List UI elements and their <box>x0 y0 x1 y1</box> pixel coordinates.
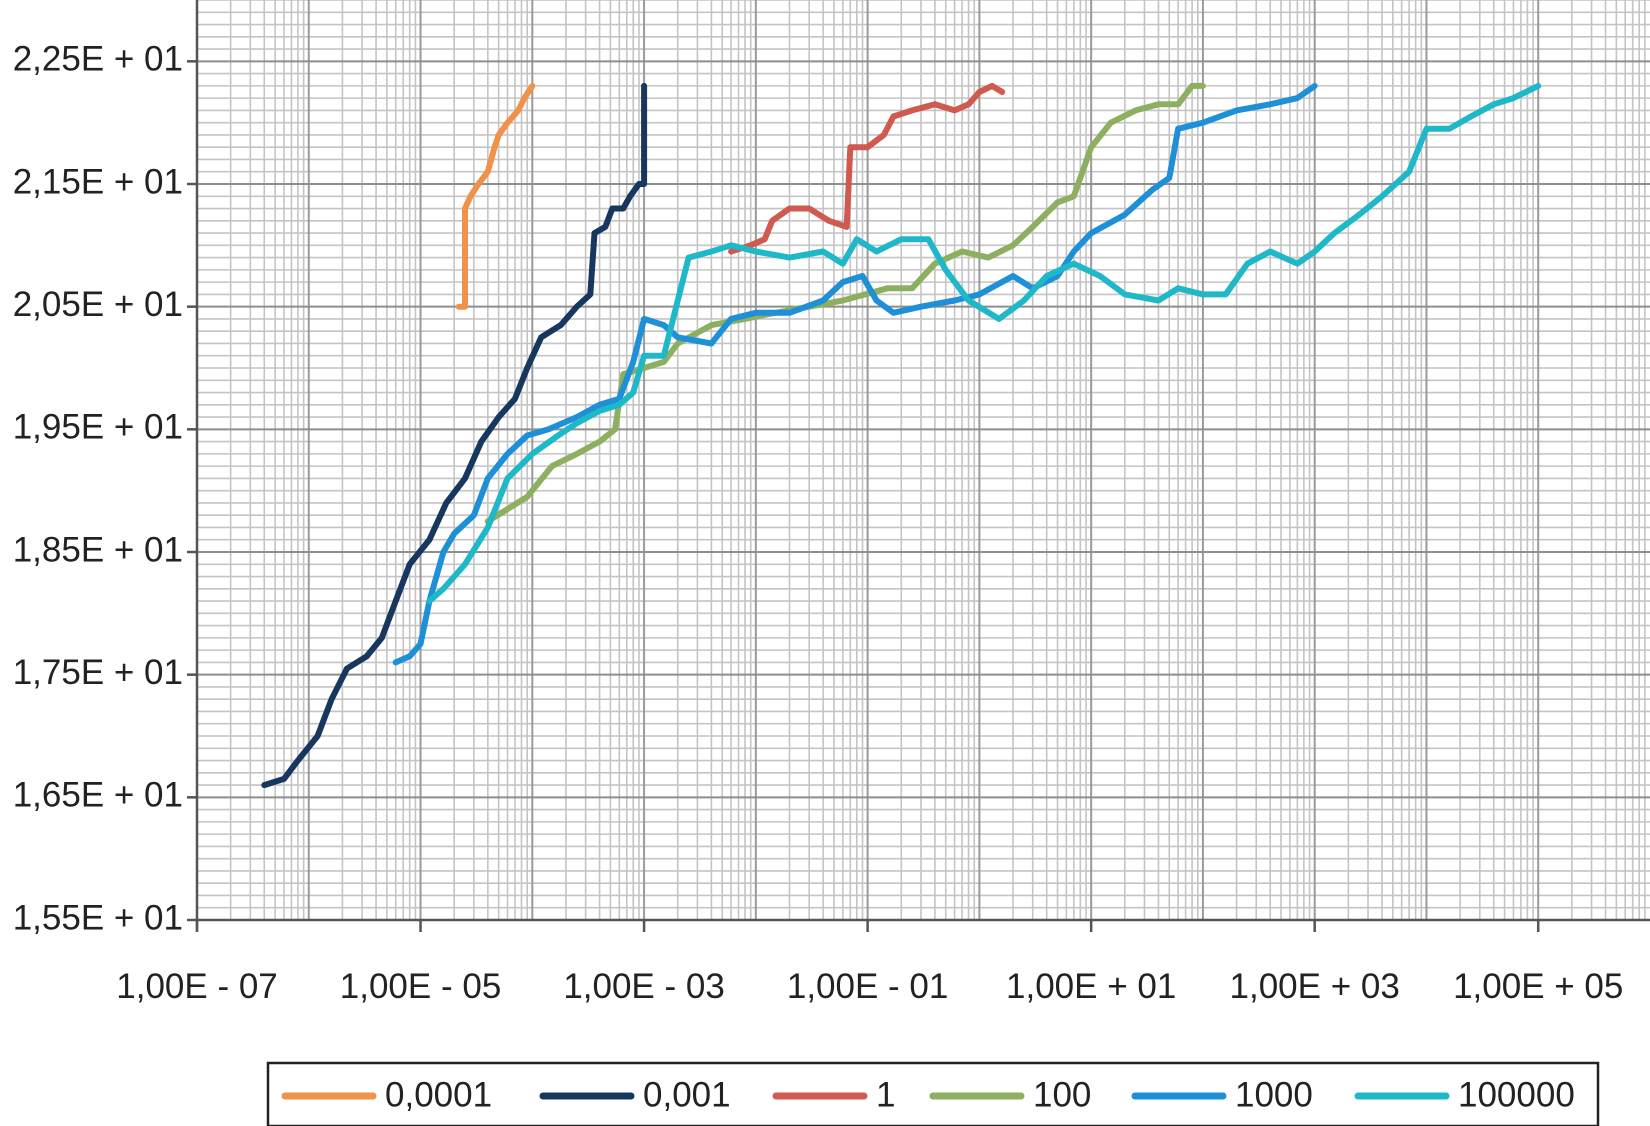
x-tick-label: 1,00E - 07 <box>116 967 278 1006</box>
y-tick-label: 1,65E + 01 <box>13 776 183 815</box>
legend-label: 1 <box>876 1075 895 1114</box>
series-line-0,001 <box>261 82 648 789</box>
x-tick-label: 1,00E - 01 <box>787 967 949 1006</box>
y-tick-label: 2,15E + 01 <box>13 162 183 201</box>
y-tick-label: 1,85E + 01 <box>13 530 183 569</box>
y-tick-label: 2,05E + 01 <box>13 285 183 324</box>
y-tick-label: 2,25E + 01 <box>13 40 183 79</box>
y-tick-label: 1,75E + 01 <box>13 653 183 692</box>
x-tick-label: 1,00E - 05 <box>340 967 502 1006</box>
x-axis-tick-labels: 1,00E - 07 1,00E - 05 1,00E - 03 1,00E - 01… <box>116 967 1623 1006</box>
major-gridlines <box>196 0 1650 921</box>
y-tick-label: 1,95E + 01 <box>13 408 183 447</box>
x-tick-label: 1,00E + 05 <box>1453 967 1623 1006</box>
x-tick-label: 1,00E + 03 <box>1230 967 1400 1006</box>
series-layer <box>261 82 1542 789</box>
legend-label: 0,001 <box>643 1075 731 1114</box>
x-tick-label: 1,00E - 03 <box>563 967 725 1006</box>
series-line-100000 <box>426 82 1542 605</box>
legend-items: 0,0001 0,001 1 100 1000 100000 <box>281 1075 1575 1114</box>
series-line-0,0001 <box>455 82 536 310</box>
series-line-100 <box>484 82 1206 525</box>
axes <box>187 0 1650 932</box>
legend-label: 1000 <box>1235 1075 1313 1114</box>
y-tick-label: 1,55E + 01 <box>13 898 183 937</box>
minor-gridlines <box>197 0 1650 920</box>
series-line-1 <box>728 82 1006 255</box>
legend-label: 100000 <box>1458 1075 1575 1114</box>
legend-label: 0,0001 <box>385 1075 492 1114</box>
series-line-1000 <box>392 82 1318 666</box>
x-tick-label: 1,00E + 01 <box>1006 967 1176 1006</box>
y-axis-tick-labels: 1,55E + 01 1,65E + 01 1,75E + 01 1,85E + 01… <box>13 40 183 938</box>
legend-label: 100 <box>1033 1075 1091 1114</box>
legend: 0,0001 0,001 1 100 1000 100000 <box>266 1061 1600 1126</box>
